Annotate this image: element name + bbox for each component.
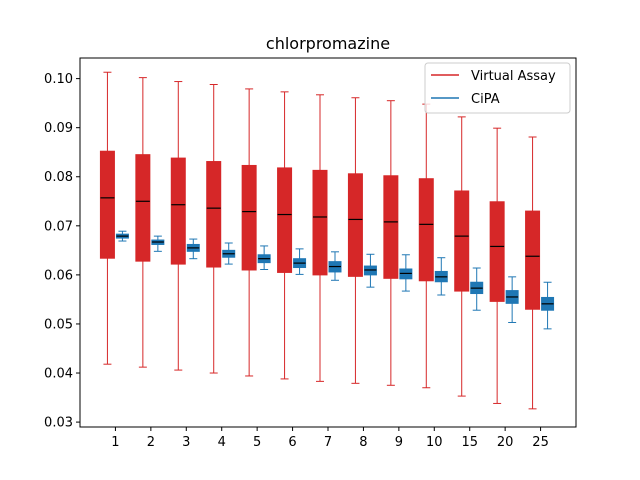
box [434,257,448,296]
box [293,248,307,275]
box [151,235,165,252]
box-series-group [99,71,555,410]
x-tick-label: 2 [147,435,155,450]
y-tick-label: 0.10 [44,72,73,87]
box-iqr [347,173,363,277]
y-tick-label: 0.03 [44,416,73,431]
box [541,281,555,330]
legend: Virtual Assay CiPA [424,62,571,114]
box-iqr [99,150,115,259]
x-tick-label: 6 [288,435,296,450]
box [489,127,505,404]
box [257,245,271,270]
x-tick-label: 25 [532,435,549,450]
box [241,88,257,377]
box-iqr [170,157,186,265]
y-tick-label: 0.06 [44,268,73,283]
box [505,276,519,323]
series-virtual-assay [99,71,541,410]
legend-box [424,62,571,114]
box-iqr [135,154,151,262]
box-iqr [206,161,222,268]
box [418,103,434,389]
y-tick-label: 0.09 [44,121,73,136]
box [135,77,151,368]
y-tick-label: 0.08 [44,170,73,185]
x-tick-label: 3 [182,435,190,450]
box [363,253,377,288]
box-iqr [383,175,399,279]
x-tick-label: 9 [395,435,403,450]
chart-title: chlorpromazine [266,34,390,53]
box [222,242,236,265]
box [170,81,186,371]
box-iqr [489,201,505,302]
x-axis: 1 2 3 4 5 6 7 8 9 10 15 20 25 [111,427,549,450]
box [399,254,413,292]
legend-label: Virtual Assay [471,69,556,84]
box [454,116,470,397]
box [328,251,342,281]
box [312,94,328,382]
box-iqr [454,190,470,292]
box-iqr [312,169,328,276]
x-tick-label: 8 [359,435,367,450]
x-tick-label: 4 [218,435,226,450]
box [277,91,293,380]
box-iqr [241,164,257,271]
box [383,100,399,386]
x-tick-label: 20 [497,435,514,450]
box [525,136,541,410]
box [186,238,200,260]
box-iqr [277,167,293,273]
box [347,97,363,384]
x-tick-label: 10 [426,435,443,450]
x-tick-label: 1 [111,435,119,450]
box-iqr [418,178,434,282]
series-cipa [115,230,555,330]
plot-frame [79,57,577,428]
x-tick-label: 15 [461,435,478,450]
y-axis: 0.03 0.04 0.05 0.06 0.07 0.08 0.09 0.10 [44,72,80,431]
box [206,83,222,374]
box-iqr [525,210,541,310]
box [99,71,115,365]
y-tick-label: 0.05 [44,317,73,332]
legend-label: CiPA [471,92,500,107]
box [470,267,484,311]
y-tick-label: 0.04 [44,367,73,382]
x-tick-label: 5 [253,435,261,450]
box [115,230,129,242]
x-tick-label: 7 [324,435,332,450]
y-tick-label: 0.07 [44,219,73,234]
